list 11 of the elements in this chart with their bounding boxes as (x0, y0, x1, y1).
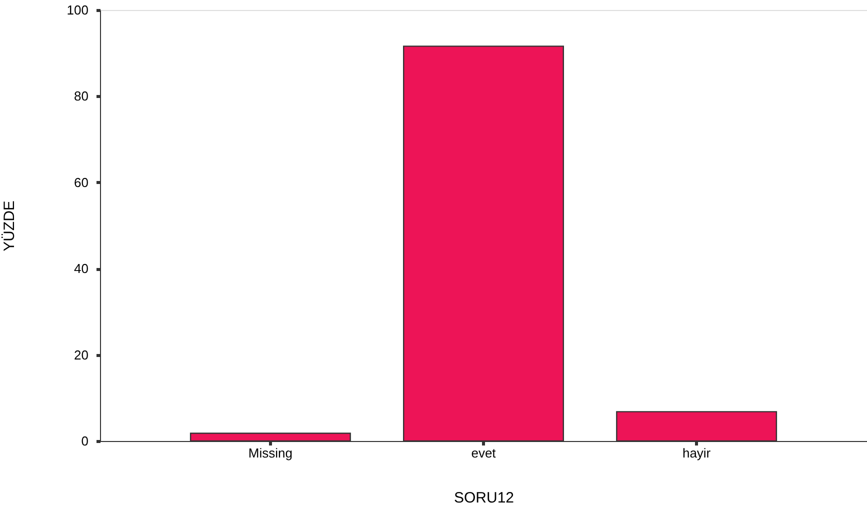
x-tick-label: hayir (682, 446, 712, 460)
x-tick-label: evet (471, 446, 496, 460)
y-axis-title: YÜZDE (0, 200, 18, 252)
y-tick-label: 20 (74, 347, 88, 362)
y-tick-label: 60 (74, 174, 88, 190)
y-tick-label: 40 (74, 261, 88, 276)
y-tick-label: 0 (81, 434, 88, 448)
y-tick-label: 80 (74, 88, 88, 104)
x-axis-title: SORU12 (454, 490, 514, 506)
x-tick-label: Missing (248, 446, 292, 460)
y-tick-label: 100 (66, 2, 88, 18)
